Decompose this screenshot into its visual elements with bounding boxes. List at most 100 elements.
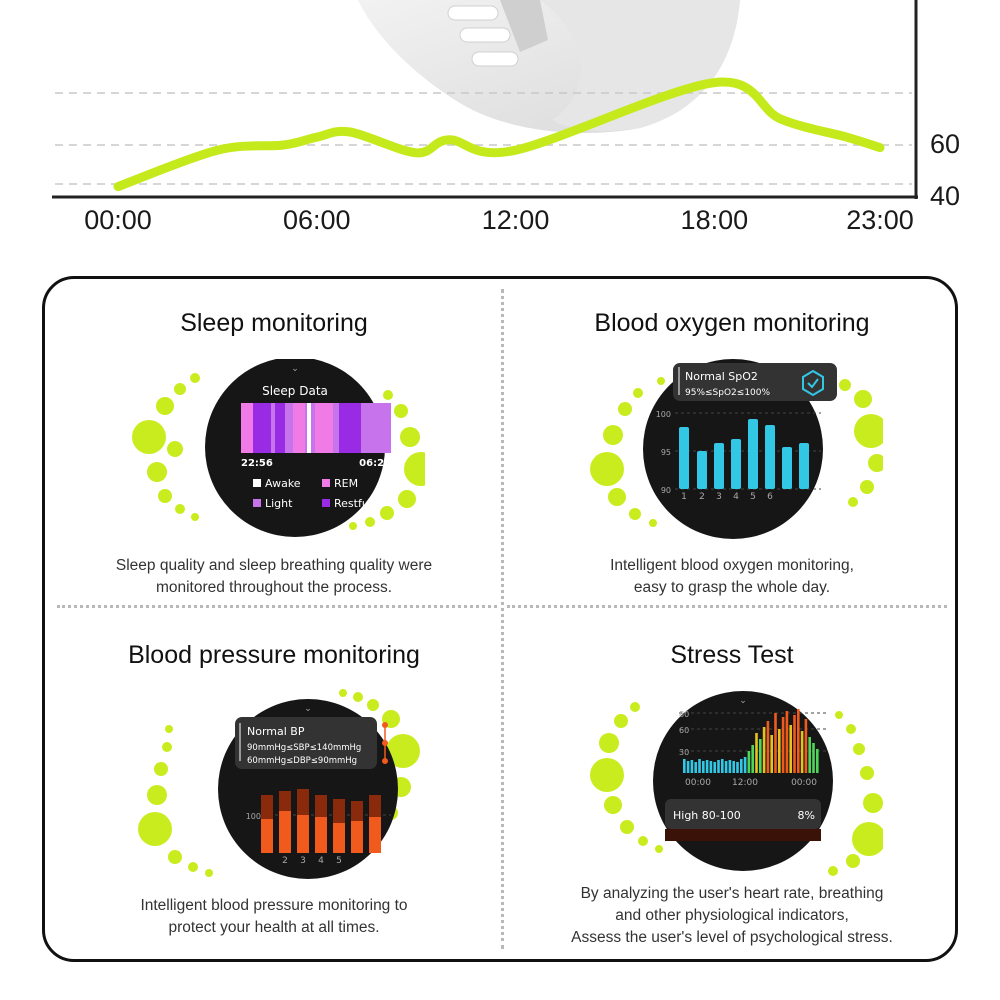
decorative-dots-left — [132, 373, 200, 521]
stress-bar-9 — [717, 760, 720, 773]
sleep-watch: ⌄ Sleep Data 22:56 06:22 Awake REM — [132, 359, 425, 537]
x-tick-label-0: 00:00 — [84, 205, 152, 235]
check-shield-icon — [802, 369, 824, 397]
stress-status-label: High 80-100 — [673, 809, 741, 822]
sleep-end-time: 06:22 — [359, 458, 391, 469]
sleep-description: Sleep quality and sleep breathing qualit… — [45, 555, 503, 599]
bp-x-label-2: 2 — [282, 856, 288, 866]
stress-bar-30 — [797, 709, 800, 773]
oxygen-watch: Normal SpO2 95%≤SpO2≤100% 100 95 90 1 2 … — [590, 359, 883, 539]
stress-bar-0 — [683, 759, 686, 773]
pressure-desc-line-1: Intelligent blood pressure monitoring to — [140, 897, 408, 914]
stress-panel: Stress Test ⌄ 80 60 30 00:00 12:00 — [503, 609, 961, 949]
pressure-desc-line-2: protect your health at all times. — [168, 919, 380, 936]
stress-bar-21 — [762, 727, 766, 773]
watch-band-photo — [358, 0, 740, 133]
spo2-x-label-2: 2 — [699, 492, 705, 502]
stress-bar-26 — [781, 717, 785, 773]
oxygen-panel: Blood oxygen monitoring Normal SpO2 95%≤… — [503, 279, 961, 619]
decorative-dots-right — [828, 711, 883, 876]
stress-y-label-60: 60 — [679, 726, 689, 735]
sleep-title: Sleep monitoring — [180, 309, 368, 337]
stress-bar-12 — [728, 760, 732, 773]
stress-description: By analyzing the user's heart rate, brea… — [503, 883, 961, 949]
spo2-y-label-95: 95 — [661, 448, 671, 457]
oxygen-desc-line-2: easy to grasp the whole day. — [633, 579, 831, 596]
stress-bar-6 — [705, 760, 709, 773]
pressure-panel: Blood pressure monitoring ⌄ Normal BP 90… — [45, 609, 503, 949]
x-tick-label-1: 06:00 — [282, 205, 351, 235]
stress-x-label-start: 00:00 — [685, 778, 711, 788]
stress-bar-15 — [740, 759, 743, 773]
stress-bar-33 — [808, 737, 811, 773]
decorative-dots-right — [349, 390, 425, 530]
bp-card-sbp: 90mmHg≤SBP≤140mmHg — [247, 743, 361, 753]
stress-bar-11 — [724, 761, 728, 773]
divider-vertical — [501, 289, 504, 949]
stress-bar-22 — [766, 721, 770, 773]
stress-bar-34 — [812, 743, 815, 773]
stress-bar-17 — [747, 751, 751, 773]
stress-bar-1 — [686, 761, 690, 773]
legend-swatch-rem — [322, 479, 330, 487]
spo2-x-label-4: 4 — [733, 492, 739, 502]
spo2-x-label-6: 6 — [767, 492, 773, 502]
legend-label-rem: REM — [334, 477, 358, 490]
stress-bar-4 — [698, 759, 701, 773]
stress-bar-2 — [690, 760, 694, 773]
stress-bar-29 — [793, 715, 796, 773]
stress-bar-24 — [774, 713, 777, 773]
x-tick-label-4: 23:00 — [846, 205, 914, 235]
legend-label-light: Light — [265, 497, 293, 510]
stress-bar-27 — [785, 711, 789, 773]
stress-desc-line-2: and other physiological indicators, — [615, 907, 849, 924]
stress-bar-23 — [770, 735, 773, 773]
stress-bar-3 — [694, 762, 697, 773]
spo2-x-label-3: 3 — [716, 492, 722, 502]
stress-bar-20 — [759, 739, 762, 773]
divider-horizontal-left — [57, 605, 497, 608]
stress-x-label-mid: 12:00 — [732, 778, 758, 788]
stress-y-label-80: 80 — [679, 710, 689, 719]
stress-bar-16 — [743, 757, 747, 773]
sleep-legend: Awake REM Light Restful — [253, 477, 372, 510]
bp-y-label-100: 100 — [246, 812, 261, 821]
decorative-dots-left — [138, 725, 213, 877]
legend-label-restful: Restful — [334, 497, 372, 510]
stress-bar-32 — [804, 719, 808, 773]
oxygen-desc-line-1: Intelligent blood oxygen monitoring, — [610, 557, 854, 574]
decorative-dots-left — [590, 377, 665, 527]
spo2-bars — [679, 419, 809, 489]
pressure-title: Blood pressure monitoring — [128, 641, 420, 669]
stress-bar-28 — [789, 725, 792, 773]
stress-desc-line-3: Assess the user's level of psychological… — [571, 929, 893, 946]
bp-info-card — [235, 717, 377, 769]
legend-swatch-awake — [253, 479, 261, 487]
stress-bar-18 — [751, 745, 754, 773]
stress-bar-19 — [755, 733, 758, 773]
spo2-y-label-100: 100 — [656, 410, 671, 419]
sleep-panel: Sleep monitoring ⌄ Sleep Data — [45, 279, 503, 619]
spo2-card-range: 95%≤SpO2≤100% — [685, 388, 771, 398]
spo2-card-title: Normal SpO2 — [685, 370, 758, 383]
sleep-desc-line-2: monitored throughout the process. — [155, 579, 393, 596]
spo2-x-label-5: 5 — [750, 492, 756, 502]
sleep-desc-line-1: Sleep quality and sleep breathing qualit… — [115, 557, 433, 574]
stress-status-card — [665, 799, 821, 829]
feature-card: Sleep monitoring ⌄ Sleep Data — [42, 276, 958, 962]
bp-card-dbp: 60mmHg≤DBP≤90mmHg — [247, 756, 357, 766]
stress-bar-13 — [732, 761, 735, 773]
sleep-screen-header: Sleep Data — [262, 384, 328, 398]
bp-range-indicator — [382, 722, 388, 764]
svg-text:⌄: ⌄ — [291, 364, 299, 374]
stress-bar-5 — [702, 761, 705, 773]
stress-bar-8 — [713, 762, 716, 773]
stress-title: Stress Test — [670, 641, 794, 669]
oxygen-description: Intelligent blood oxygen monitoring, eas… — [503, 555, 961, 599]
stress-watch: ⌄ 80 60 30 00:00 12:00 00:00 High 80-100… — [590, 691, 883, 876]
stress-bar-14 — [736, 762, 739, 773]
bp-x-label-5: 5 — [336, 856, 342, 866]
heart-rate-series-line — [113, 77, 885, 192]
stress-bars — [683, 709, 819, 773]
x-tick-label-2: 12:00 — [481, 205, 550, 235]
